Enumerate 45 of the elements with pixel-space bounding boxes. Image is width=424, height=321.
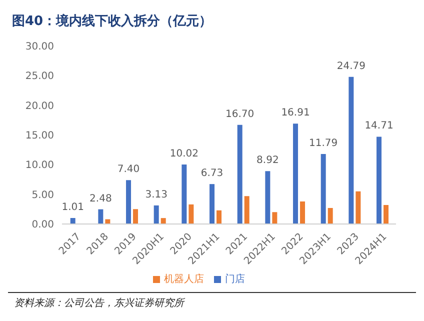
bar <box>70 218 76 224</box>
legend-label: 机器人店 <box>164 274 204 285</box>
bar <box>265 171 270 224</box>
y-tick-label: 10.00 <box>25 160 54 172</box>
bar <box>216 210 222 224</box>
bar <box>133 209 138 224</box>
data-label: 1.01 <box>62 202 84 214</box>
data-label: 11.79 <box>309 138 338 150</box>
bar <box>160 218 166 224</box>
data-label: 14.71 <box>364 120 394 132</box>
legend-label: 门店 <box>225 274 245 285</box>
bar <box>293 124 298 224</box>
y-tick-label: 0.00 <box>32 220 54 231</box>
text: 资料来源：公司公告，东兴证券研究所 <box>14 296 186 310</box>
y-tick-label: 25.00 <box>25 71 54 82</box>
bar <box>126 180 132 224</box>
bar <box>384 205 389 224</box>
y-tick-label: 5.00 <box>32 190 54 201</box>
bar <box>244 196 250 224</box>
y-tick-label: 30.00 <box>25 42 54 53</box>
bar <box>237 124 242 224</box>
bar <box>272 212 278 224</box>
y-tick-label: 15.00 <box>25 130 54 142</box>
bar <box>348 76 354 224</box>
data-label: 8.92 <box>256 155 279 166</box>
chart-title: 图40：境内线下收入拆分（亿元） <box>11 12 214 31</box>
bar <box>320 154 326 224</box>
data-label: 16.91 <box>281 108 310 119</box>
bar <box>98 209 104 224</box>
data-label: 24.79 <box>336 60 366 72</box>
bar <box>210 184 215 224</box>
bar <box>154 205 159 224</box>
bar <box>300 201 306 224</box>
bar <box>188 204 194 224</box>
data-label: 16.70 <box>226 108 254 120</box>
bar <box>182 164 187 224</box>
bar <box>376 136 382 224</box>
data-label: 10.02 <box>170 148 199 160</box>
bar <box>356 191 361 224</box>
data-label: 3.13 <box>145 189 168 200</box>
y-tick-label: 20.00 <box>25 100 54 112</box>
data-label: 6.73 <box>200 168 224 180</box>
data-label: 7.40 <box>117 164 140 176</box>
bar <box>328 208 333 224</box>
data-label: 2.48 <box>90 193 112 204</box>
